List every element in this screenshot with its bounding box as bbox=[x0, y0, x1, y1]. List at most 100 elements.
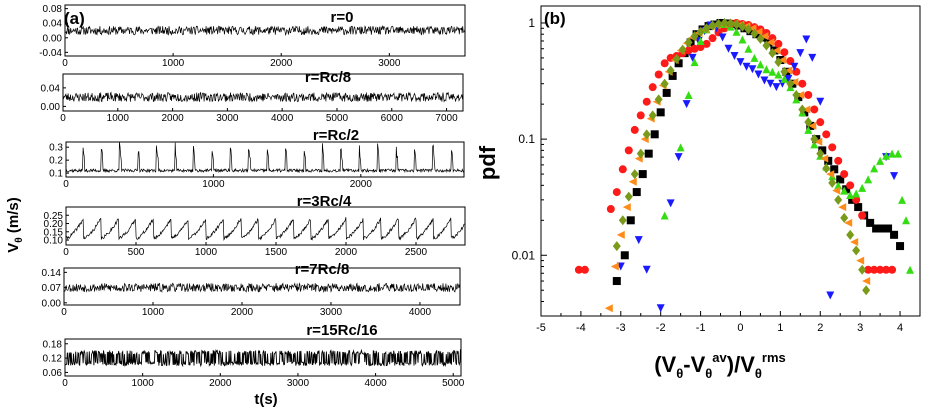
x-tick-label: 500 bbox=[128, 247, 145, 258]
time-series-trace bbox=[65, 141, 465, 174]
y-tick-label: 0.06 bbox=[43, 368, 63, 379]
data-point bbox=[720, 17, 729, 28]
data-point bbox=[666, 199, 675, 208]
data-point bbox=[660, 59, 669, 68]
data-point bbox=[888, 265, 897, 274]
panel-b-tag: (b) bbox=[544, 9, 566, 28]
subplot-frame bbox=[63, 267, 461, 306]
data-point bbox=[742, 62, 751, 71]
data-point bbox=[840, 212, 849, 223]
data-point bbox=[748, 65, 757, 74]
x-tick-label: 3000 bbox=[216, 113, 239, 124]
data-point bbox=[754, 27, 763, 36]
data-point bbox=[642, 129, 651, 140]
x-tick-label: 6000 bbox=[381, 113, 404, 124]
x-tick-label: 0 bbox=[62, 378, 68, 389]
panel-b-pdf-plot: -5 -4 -3 -2 -1 0 1 2 3 4 0.01 0.1 1 bbox=[512, 5, 921, 334]
data-point bbox=[798, 79, 807, 88]
time-series-trace bbox=[64, 24, 466, 37]
data-point bbox=[650, 130, 659, 139]
data-point bbox=[804, 125, 813, 134]
data-point bbox=[866, 218, 875, 227]
x-tick-label: 2500 bbox=[405, 247, 428, 258]
data-point bbox=[702, 39, 711, 48]
data-point bbox=[846, 181, 855, 190]
x-tick-label: 0 bbox=[62, 58, 68, 69]
data-point bbox=[844, 218, 853, 227]
y-tick-label: 0.10 bbox=[44, 236, 64, 247]
data-point bbox=[738, 21, 747, 32]
x-tick-label: 2000 bbox=[231, 307, 254, 318]
data-point bbox=[618, 215, 627, 226]
y-tick-label: 0.3 bbox=[49, 143, 63, 154]
data-point bbox=[708, 34, 717, 43]
data-point bbox=[636, 148, 645, 159]
data-point bbox=[732, 19, 741, 30]
data-point bbox=[828, 143, 837, 152]
data-point bbox=[802, 35, 811, 44]
y-tick-label: 0.25 bbox=[44, 211, 64, 222]
data-point bbox=[702, 23, 711, 34]
y-tick-label: 0.12 bbox=[43, 354, 63, 365]
subplot-frame bbox=[64, 338, 462, 377]
data-point bbox=[628, 177, 637, 186]
data-point bbox=[852, 245, 861, 256]
x-tick-label: 4 bbox=[897, 322, 903, 334]
data-point bbox=[762, 65, 771, 74]
data-point bbox=[736, 58, 745, 67]
x-tick-label: -2 bbox=[656, 322, 666, 334]
y-tick-label: 0.00 bbox=[42, 298, 62, 309]
subplot-label: r=3Rc/4 bbox=[297, 193, 352, 210]
data-point bbox=[682, 100, 691, 109]
series-triangle-down bbox=[616, 21, 899, 313]
y-tick-label: 0.20 bbox=[44, 219, 64, 230]
data-point bbox=[774, 70, 783, 79]
data-point bbox=[744, 44, 753, 53]
subplot-frame bbox=[65, 206, 466, 246]
x-tick-label: 1 bbox=[777, 322, 783, 334]
x-tick-label: 2000 bbox=[209, 378, 232, 389]
panel-a-ylabel: Vθ (m/s) bbox=[5, 197, 25, 252]
data-point bbox=[884, 224, 893, 233]
data-point bbox=[864, 175, 873, 184]
y-tick-label: 0.1 bbox=[49, 169, 63, 180]
data-point bbox=[838, 203, 847, 212]
data-point bbox=[818, 146, 827, 155]
panel-a-xlabel: t(s) bbox=[254, 391, 277, 408]
x-tick-label: -4 bbox=[576, 322, 586, 334]
data-point bbox=[786, 78, 795, 89]
panel-b-xlabel: (Vθ-Vθav)/Vθrms bbox=[654, 350, 786, 381]
data-point bbox=[862, 285, 871, 296]
data-point bbox=[604, 304, 613, 313]
data-point bbox=[620, 251, 629, 260]
data-point bbox=[732, 27, 741, 36]
subplot-1: 0 1000 2000 3000 -0.04 0.00 0.04 0.08 r=0 bbox=[39, 4, 466, 69]
x-tick-label: 5000 bbox=[442, 378, 465, 389]
panel-b-ylabel: pdf bbox=[475, 145, 500, 180]
data-point bbox=[714, 18, 723, 29]
data-point bbox=[822, 163, 831, 174]
data-point bbox=[888, 149, 897, 158]
data-point bbox=[778, 55, 787, 64]
data-point bbox=[766, 79, 775, 88]
data-point bbox=[890, 172, 899, 181]
data-point bbox=[666, 65, 675, 76]
data-point bbox=[744, 24, 753, 35]
subplot-label: r=15Rc/16 bbox=[306, 322, 377, 339]
data-point bbox=[858, 183, 867, 192]
data-point bbox=[780, 74, 789, 83]
data-point bbox=[870, 164, 879, 173]
data-point bbox=[816, 118, 825, 127]
data-point bbox=[684, 37, 693, 48]
data-point bbox=[642, 97, 651, 106]
data-point bbox=[690, 31, 699, 42]
y-tick-label: 0.07 bbox=[42, 283, 62, 294]
data-point bbox=[726, 18, 735, 29]
time-series-trace bbox=[63, 282, 461, 294]
data-point bbox=[902, 216, 911, 225]
data-point bbox=[760, 76, 769, 85]
x-tick-label: 0 bbox=[60, 113, 66, 124]
data-point bbox=[856, 256, 865, 265]
data-point bbox=[772, 46, 781, 55]
data-point bbox=[690, 58, 699, 67]
